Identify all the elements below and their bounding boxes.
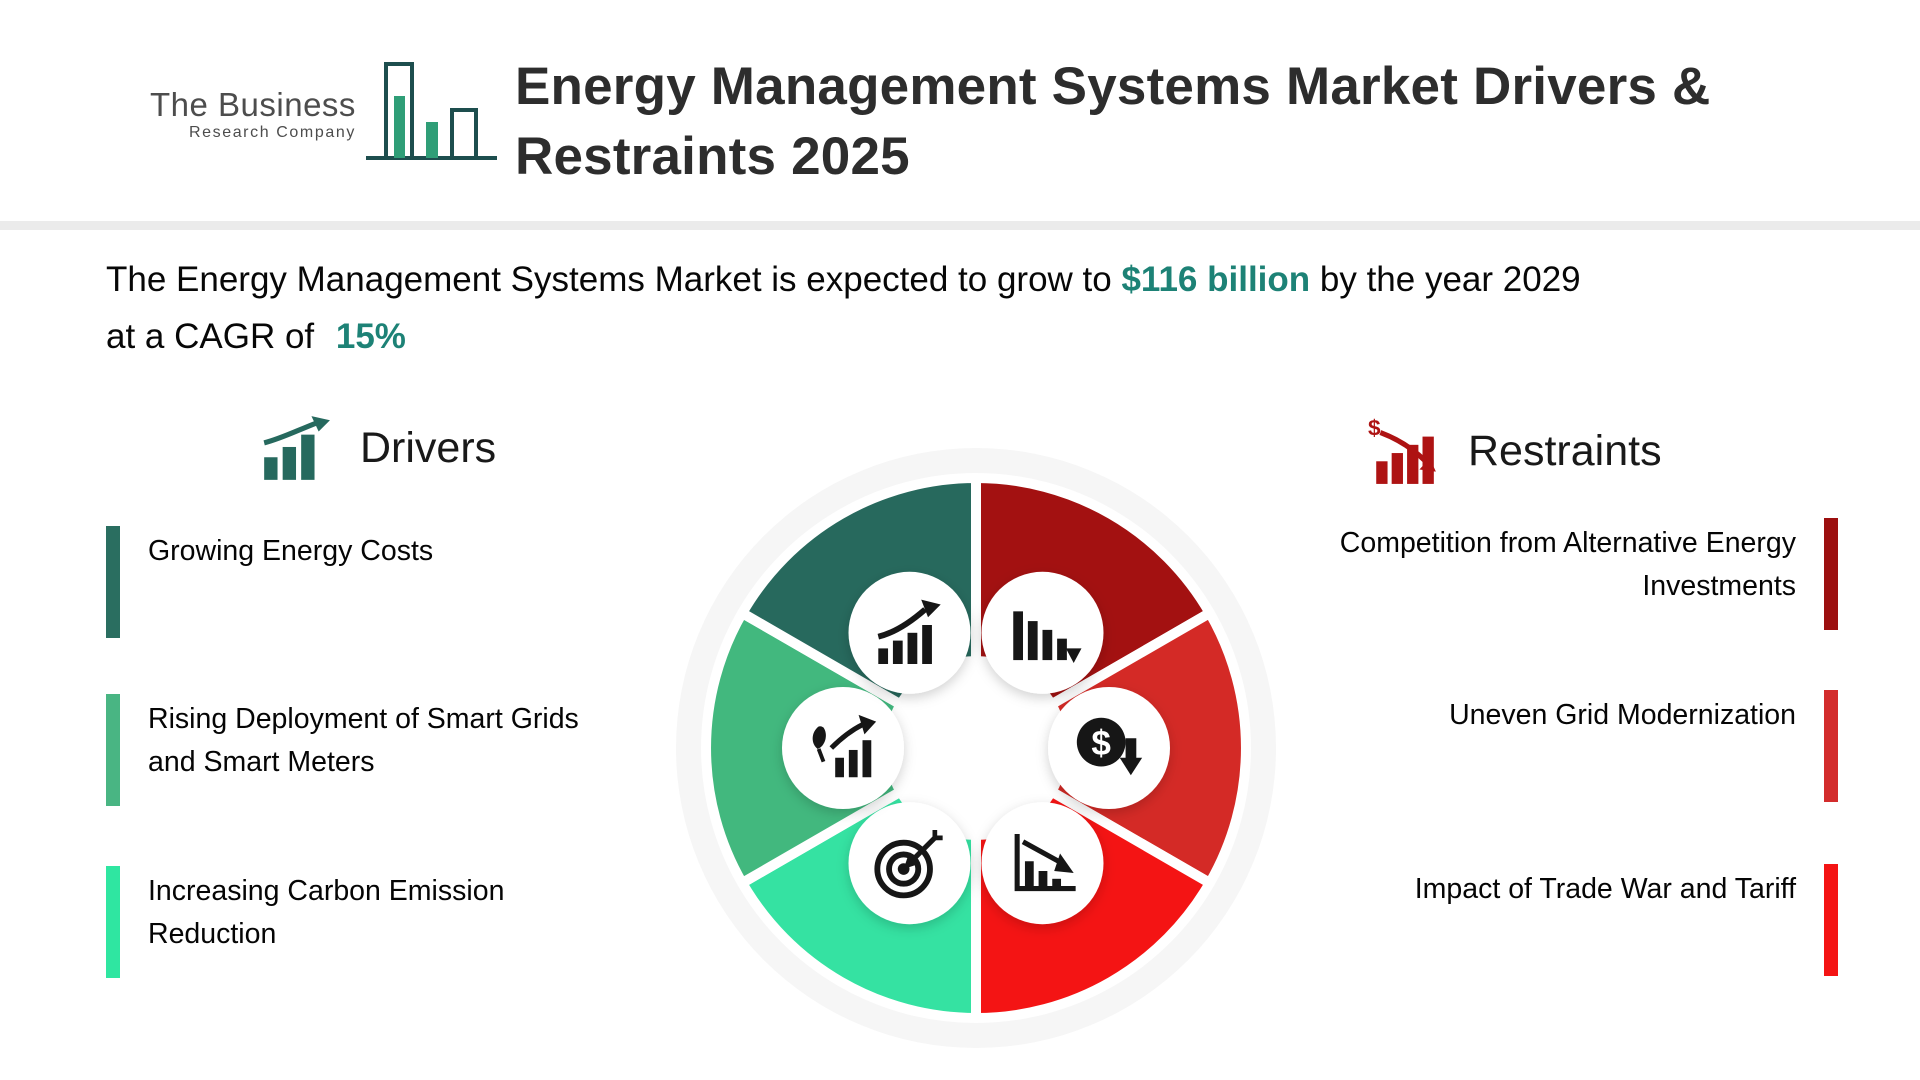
restraint-label: Impact of Trade War and Tariff bbox=[1414, 873, 1796, 905]
driver-item: Rising Deployment of Smart Grids and Sma… bbox=[106, 694, 598, 806]
restraint-item: Impact of Trade War and Tariff bbox=[1316, 864, 1838, 976]
driver-label: Growing Energy Costs bbox=[148, 535, 434, 567]
restraint-label: Competition from Alternative Energy Inve… bbox=[1339, 527, 1796, 602]
restraint-accent-bar bbox=[1824, 690, 1838, 802]
page-title-line2: Restraints 2025 bbox=[515, 126, 910, 186]
header-divider bbox=[0, 221, 1920, 230]
driver-label: Increasing Carbon Emission Reduction bbox=[148, 875, 505, 950]
logo-text-line1: The Business bbox=[150, 86, 356, 123]
restraint-label: Uneven Grid Modernization bbox=[1449, 699, 1796, 731]
wheel-icon-circle-eco-growth bbox=[782, 687, 904, 809]
wheel-icon-circle-growth-trend bbox=[848, 571, 971, 694]
driver-label: Rising Deployment of Smart Grids and Sma… bbox=[148, 703, 579, 778]
restraint-item: Competition from Alternative Energy Inve… bbox=[1326, 518, 1838, 630]
intro-text: The Energy Management Systems Market is … bbox=[106, 252, 1786, 365]
intro-part1: The Energy Management Systems Market is … bbox=[106, 260, 1122, 299]
restraint-accent-bar bbox=[1824, 864, 1838, 976]
drivers-growth-icon bbox=[263, 416, 330, 480]
driver-item: Increasing Carbon Emission Reduction bbox=[106, 866, 548, 978]
driver-accent-bar bbox=[106, 526, 120, 638]
logo-text: The Business Research Company bbox=[150, 86, 356, 166]
restraints-heading: $ Restraints bbox=[1368, 418, 1662, 484]
wheel-icon-circle-decline-chart bbox=[981, 802, 1104, 925]
drivers-heading: Drivers bbox=[258, 416, 496, 480]
svg-text:$: $ bbox=[1368, 418, 1381, 441]
restraints-heading-label: Restraints bbox=[1468, 426, 1662, 475]
restraint-accent-bar bbox=[1824, 518, 1838, 630]
cagr-value: 15% bbox=[335, 316, 406, 356]
restraint-item: Uneven Grid Modernization bbox=[1326, 690, 1838, 802]
page-title-line1: Energy Management Systems Market Drivers… bbox=[515, 57, 1711, 116]
intro-part2: by the year 2029 bbox=[1310, 260, 1581, 299]
intro-part3: at a CAGR of bbox=[106, 316, 324, 356]
drivers-heading-label: Drivers bbox=[360, 423, 497, 472]
market-value-2029: $116 billion bbox=[1121, 260, 1311, 299]
wheel-icons bbox=[782, 571, 1170, 925]
driver-accent-bar bbox=[106, 694, 120, 806]
restraints-decline-icon: $ bbox=[1368, 418, 1436, 484]
company-logo: The Business Research Company bbox=[150, 58, 499, 166]
page-title: Energy Management Systems Market Drivers… bbox=[515, 52, 1905, 192]
logo-text-line2: Research Company bbox=[188, 124, 356, 141]
wheel-center bbox=[884, 656, 1068, 840]
driver-item: Growing Energy Costs bbox=[106, 526, 598, 638]
drivers-restraints-wheel: $ bbox=[676, 448, 1276, 1048]
driver-accent-bar bbox=[106, 866, 120, 978]
logo-bar-chart-icon bbox=[365, 62, 497, 160]
